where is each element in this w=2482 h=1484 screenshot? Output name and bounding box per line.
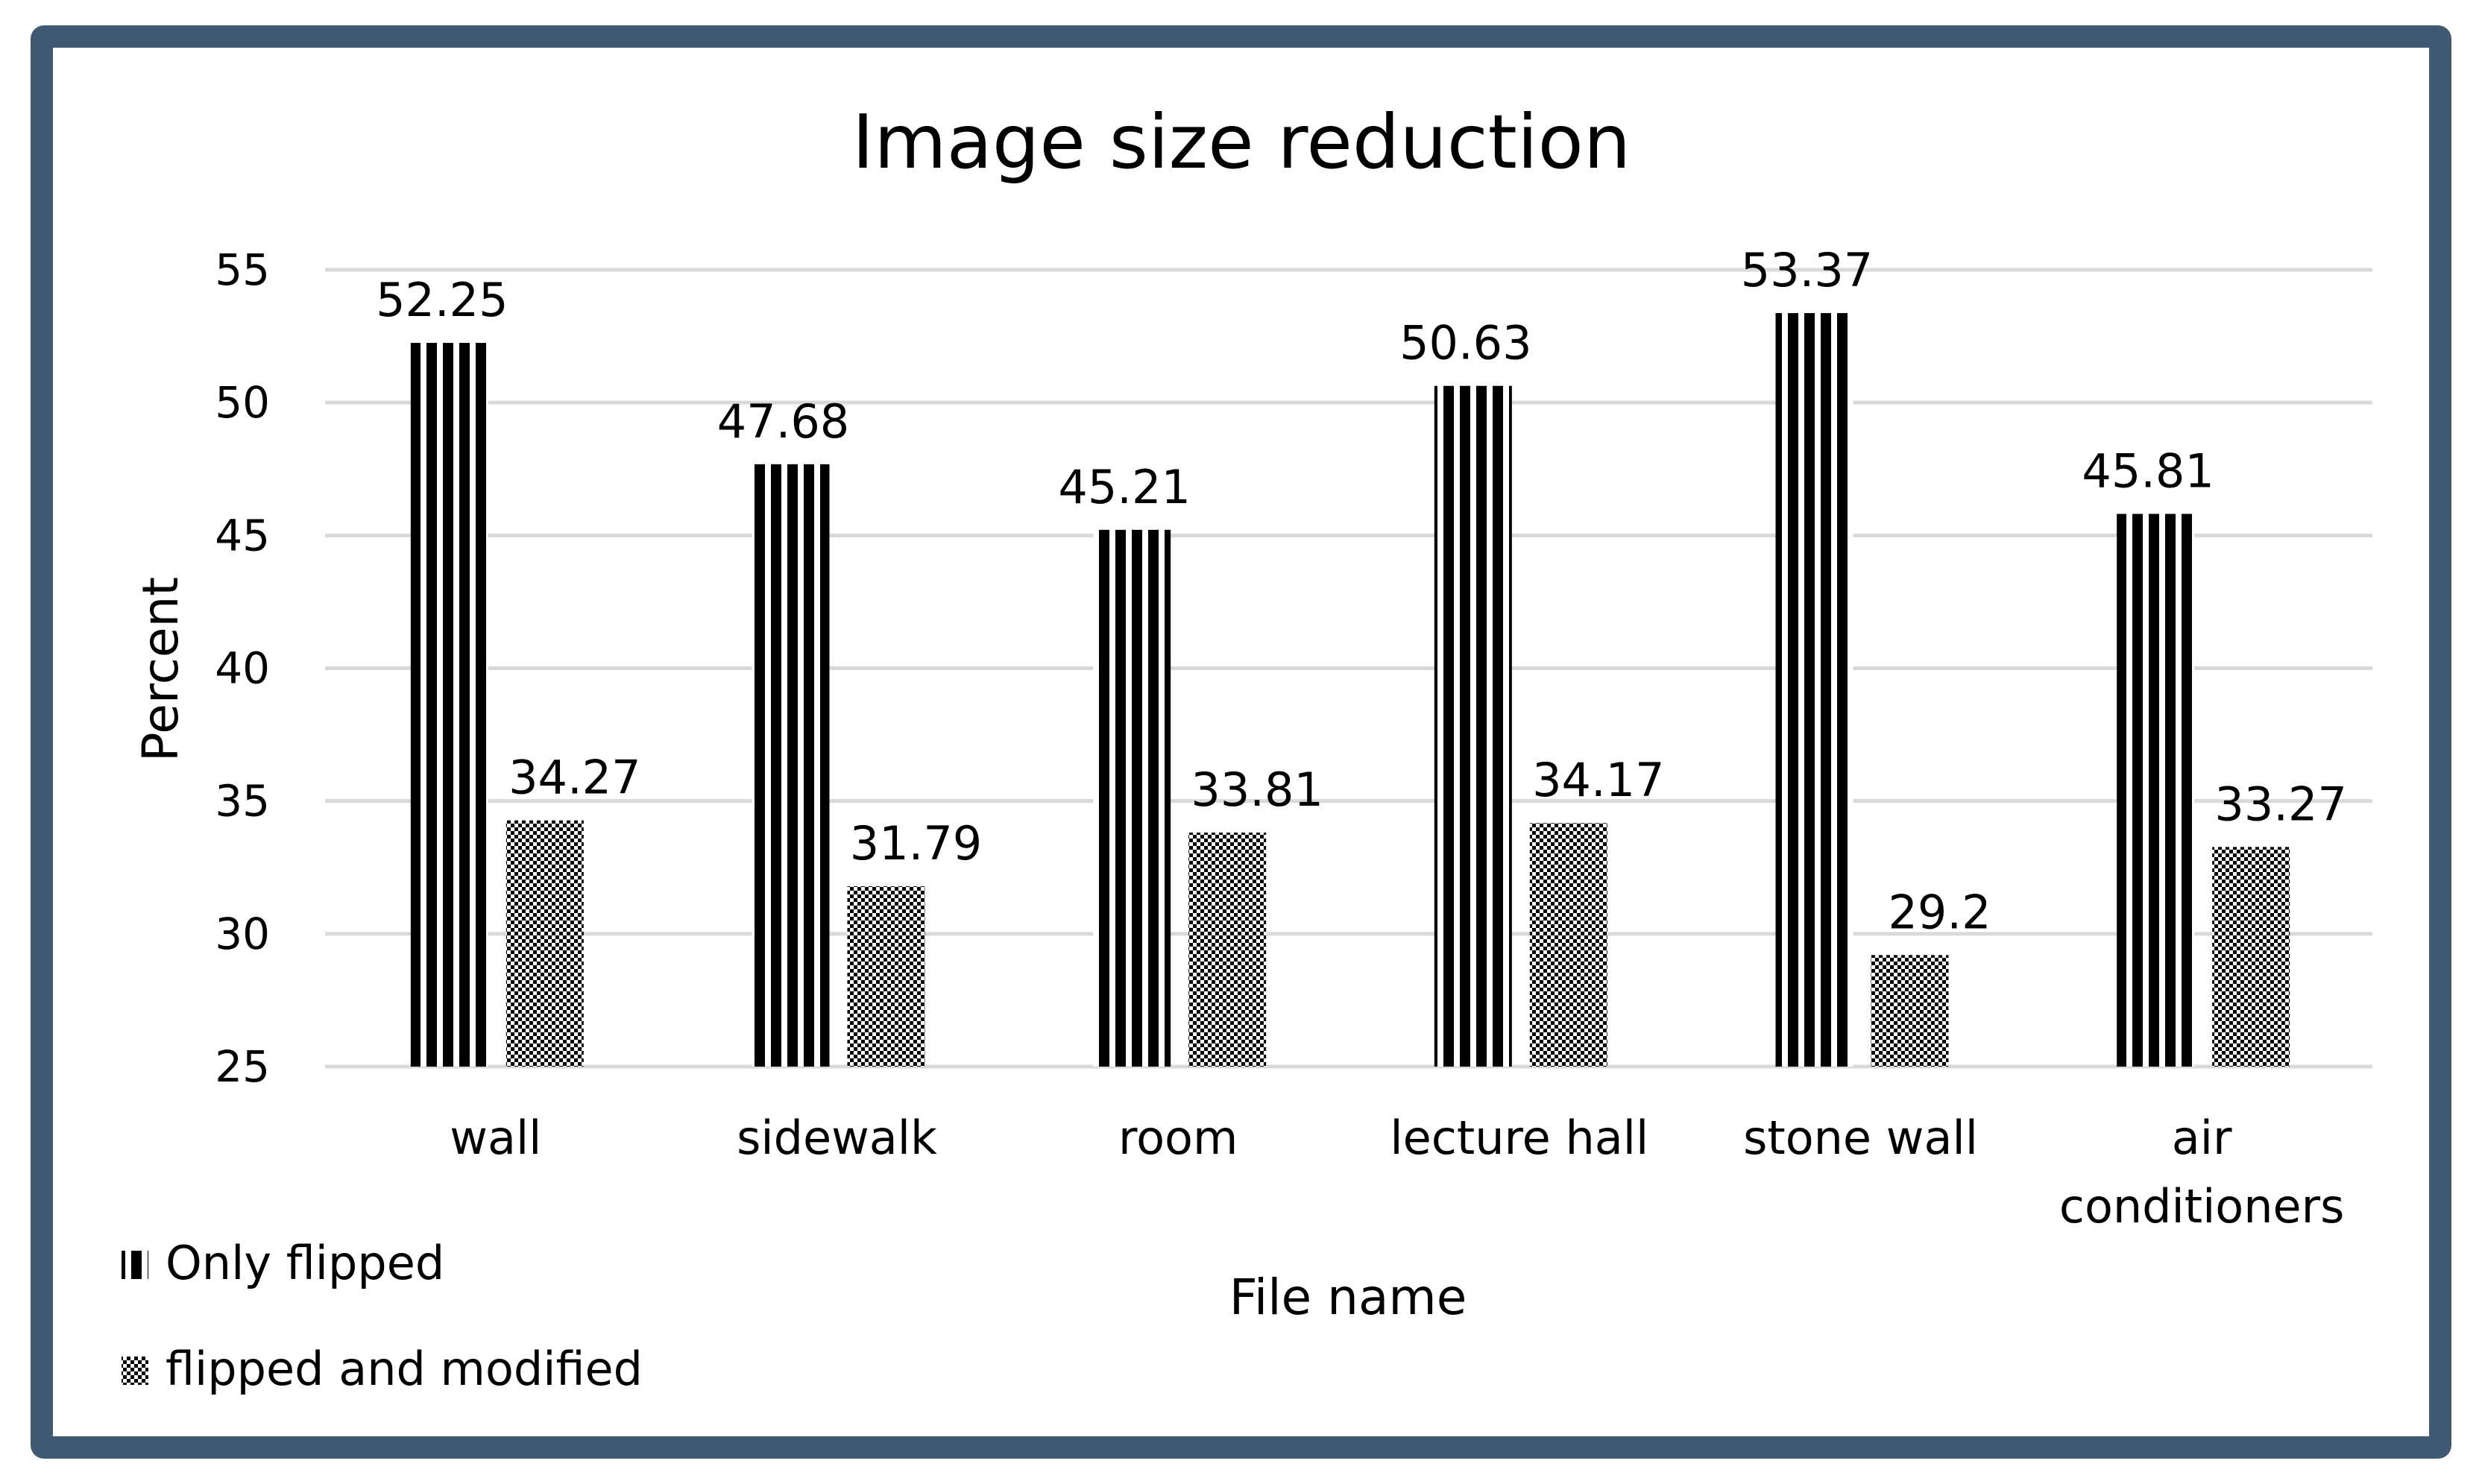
data-label: 45.81 (2082, 443, 2214, 498)
bar-flipped-modified (1188, 833, 1267, 1067)
data-label: 52.25 (376, 273, 508, 327)
y-tick-label: 25 (215, 1041, 270, 1092)
data-label: 31.79 (850, 816, 983, 871)
bar-only-flipped (1434, 385, 1512, 1067)
data-label: 34.27 (508, 751, 641, 805)
x-tick-label: air (2172, 1111, 2232, 1165)
data-label: 45.21 (1058, 460, 1191, 514)
bars (410, 313, 2290, 1067)
x-axis-categories: wall sidewalk room lecture hall stone wall ai… (450, 1111, 2344, 1234)
y-tick-label: 50 (215, 377, 270, 428)
bar-flipped-modified (505, 820, 584, 1067)
bar-flipped-modified (1529, 823, 1607, 1067)
legend-label: Only flipped (166, 1236, 444, 1290)
y-tick-label: 45 (215, 510, 270, 561)
legend-label: flipped and modified (166, 1342, 643, 1396)
bar-only-flipped (1093, 529, 1171, 1067)
x-tick-label: room (1118, 1111, 1238, 1165)
x-tick-label: lecture hall (1390, 1111, 1648, 1165)
y-tick-label: 40 (215, 643, 270, 694)
data-label: 50.63 (1399, 316, 1532, 370)
bar-flipped-modified (1871, 955, 1949, 1067)
legend-item: flipped and modified (122, 1342, 643, 1396)
bar-only-flipped (1775, 313, 1853, 1067)
bar-only-flipped (2117, 514, 2195, 1067)
data-label: 34.17 (1532, 753, 1665, 807)
data-label: 53.37 (1741, 243, 1874, 297)
y-tick-label: 30 (215, 909, 270, 959)
legend-swatch-stripes (122, 1251, 148, 1279)
legend-item: Only flipped (122, 1236, 444, 1290)
data-label: 33.27 (2214, 777, 2347, 831)
x-tick-label: wall (450, 1111, 541, 1165)
x-axis-title: File name (1229, 1269, 1467, 1326)
y-tick-label: 55 (215, 244, 270, 295)
data-label: 29.2 (1888, 885, 1991, 939)
legend: Only flipped flipped and modified (122, 1236, 643, 1396)
x-tick-label: conditioners (2059, 1179, 2345, 1234)
legend-swatch-checker (122, 1357, 148, 1385)
x-tick-label: stone wall (1743, 1111, 1978, 1165)
y-axis-title: Percent (132, 577, 189, 762)
bar-flipped-modified (2212, 847, 2290, 1067)
data-label: 47.68 (717, 394, 850, 449)
bar-only-flipped (410, 342, 488, 1067)
data-label: 33.81 (1191, 762, 1323, 817)
chart-title: Image size reduction (852, 98, 1631, 186)
gridlines (325, 268, 2372, 1069)
bar-only-flipped (752, 464, 830, 1067)
x-tick-label: sidewalk (737, 1111, 937, 1165)
bar-flipped-modified (847, 886, 925, 1067)
data-labels: 52.25 34.27 47.68 31.79 45.21 33.81 50.63 34.17… (376, 243, 2347, 939)
y-tick-label: 35 (215, 776, 270, 827)
y-axis-ticks: 25 30 35 40 45 50 55 (215, 244, 270, 1092)
